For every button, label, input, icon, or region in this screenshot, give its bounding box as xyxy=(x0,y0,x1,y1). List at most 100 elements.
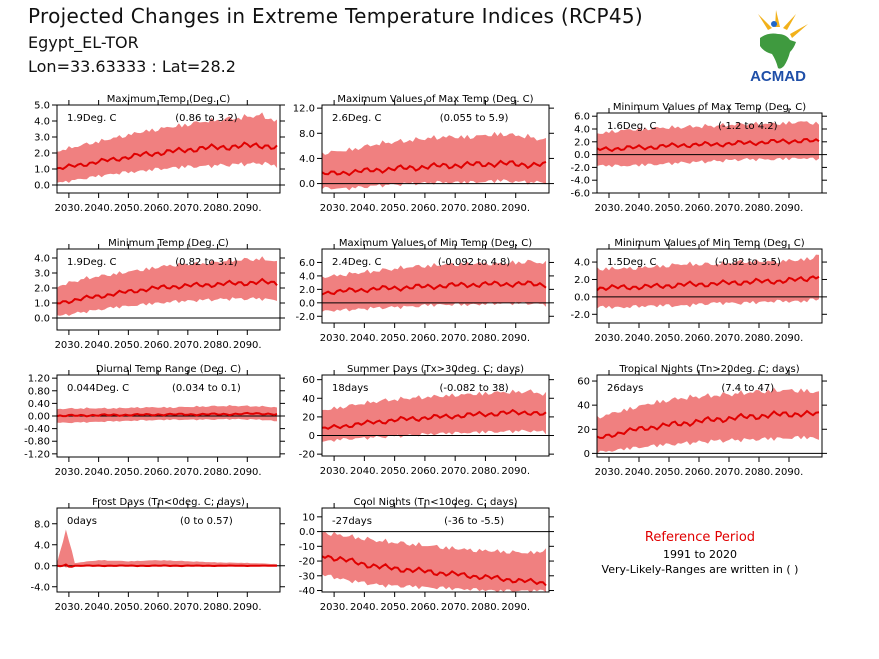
x-tick-label: 2090. xyxy=(233,340,262,351)
x-tick-label: 2060. xyxy=(411,466,440,477)
x-tick-label: 2050. xyxy=(114,340,143,351)
x-tick-label: 2070. xyxy=(441,203,470,214)
logo-text: ACMAD xyxy=(750,68,806,84)
plot-frame xyxy=(56,248,281,331)
median-line xyxy=(56,141,278,171)
x-tick-label: 2030. xyxy=(595,467,624,478)
y-tick-label: 2.0 xyxy=(299,285,315,296)
likely-range-label: (0.82 to 3.1) xyxy=(175,257,237,268)
y-tick-label: 20 xyxy=(302,412,315,423)
y-tick-label: 8.0 xyxy=(299,129,315,140)
y-tick-label: -2.0 xyxy=(570,163,590,174)
mean-change-label: 1.9Deg. C xyxy=(67,113,116,124)
y-tick-label: 40 xyxy=(577,401,590,412)
chart-panel-5: -2.0 0.0 2.0 4.0 6.0 2030. 2040. 2050. 2060. 2070… xyxy=(295,238,554,344)
mean-change-label: 2.6Deg. C xyxy=(332,113,381,124)
x-tick-label: 2090. xyxy=(233,467,262,478)
y-tick-label: 2.0 xyxy=(574,137,590,148)
y-tick-label: 3.0 xyxy=(34,133,50,144)
x-tick-label: 2090. xyxy=(501,203,530,214)
y-tick-label: 0.0 xyxy=(34,181,50,192)
x-tick-label: 2040. xyxy=(625,333,654,344)
x-tick-label: 2040. xyxy=(84,203,113,214)
likely-range-label: (-0.82 to 3.5) xyxy=(715,257,781,268)
median-line xyxy=(321,280,547,296)
y-tick-label: -40 xyxy=(299,586,315,597)
x-tick-label: 2080. xyxy=(471,602,500,613)
y-tick-label: -0.40 xyxy=(24,424,50,435)
likely-range-label: (0.034 to 0.1) xyxy=(172,383,241,394)
x-tick-label: 2090. xyxy=(233,602,262,613)
station-coordinates: Lon=33.63333 : Lat=28.2 xyxy=(28,57,236,76)
median-line xyxy=(56,563,278,568)
plot-frame xyxy=(596,248,823,324)
likely-range-label: (-0.082 to 38) xyxy=(440,383,509,394)
y-tick-label: 0.0 xyxy=(574,150,590,161)
x-tick-label: 2090. xyxy=(775,467,804,478)
x-tick-label: 2080. xyxy=(203,340,232,351)
x-tick-label: 2030. xyxy=(320,333,349,344)
plot-frame xyxy=(321,507,550,593)
africa-shape xyxy=(760,33,796,69)
y-tick-label: -20 xyxy=(299,557,315,568)
y-tick-label: 10 xyxy=(302,512,315,523)
x-tick-label: 2030. xyxy=(595,203,624,214)
x-tick-label: 2060. xyxy=(685,203,714,214)
x-tick-label: 2070. xyxy=(715,467,744,478)
mean-change-label: 0.044Deg. C xyxy=(67,383,129,394)
x-tick-label: 2080. xyxy=(203,467,232,478)
x-tick-label: 2090. xyxy=(501,602,530,613)
x-tick-label: 2040. xyxy=(84,602,113,613)
likely-range-label: (0.86 to 3.2) xyxy=(175,113,237,124)
x-tick-label: 2060. xyxy=(411,203,440,214)
uncertainty-band xyxy=(57,529,277,568)
plot-frame xyxy=(321,248,550,324)
x-tick-label: 2030. xyxy=(55,467,84,478)
x-tick-label: 2070. xyxy=(174,340,203,351)
y-tick-label: -20 xyxy=(299,450,315,461)
x-tick-label: 2090. xyxy=(775,333,804,344)
y-tick-label: -30 xyxy=(299,571,315,582)
y-tick-label: 4.0 xyxy=(299,271,315,282)
chart-title: Minimum Temp (Deg. C) xyxy=(108,238,229,249)
x-tick-label: 2050. xyxy=(114,602,143,613)
median-line xyxy=(596,409,820,439)
plot-frame xyxy=(321,374,550,457)
x-tick-label: 2030. xyxy=(320,466,349,477)
x-tick-label: 2080. xyxy=(471,466,500,477)
y-tick-label: 0.0 xyxy=(299,179,315,190)
x-tick-label: 2030. xyxy=(55,203,84,214)
y-tick-label: -1.20 xyxy=(24,449,50,460)
x-tick-label: 2070. xyxy=(174,602,203,613)
x-tick-label: 2050. xyxy=(114,467,143,478)
x-tick-label: 2030. xyxy=(55,340,84,351)
y-tick-label: 3.0 xyxy=(34,269,50,280)
reference-period-note: Very-Likely-Ranges are written in ( ) xyxy=(601,563,799,576)
chart-title: Tropical Nights (Tn>20deg. C; days) xyxy=(618,364,799,375)
uncertainty-band xyxy=(597,254,819,309)
likely-range-label: (-36 to -5.5) xyxy=(444,516,504,527)
y-tick-label: 8.0 xyxy=(34,519,50,530)
median-line xyxy=(321,554,547,587)
x-tick-label: 2080. xyxy=(471,203,500,214)
chart-panel-7: -1.20-0.80 -0.400.00 0.40 0.801.20 2030. 2040… xyxy=(24,364,285,478)
uncertainty-band xyxy=(57,112,277,183)
x-tick-label: 2050. xyxy=(380,203,409,214)
x-tick-label: 2050. xyxy=(655,203,684,214)
plot-frame xyxy=(596,112,823,194)
x-tick-label: 2080. xyxy=(471,333,500,344)
y-tick-label: 0 xyxy=(584,449,590,460)
x-tick-label: 2080. xyxy=(745,333,774,344)
y-tick-label: 0.80 xyxy=(28,386,50,397)
x-tick-label: 2040. xyxy=(84,467,113,478)
x-tick-label: 2080. xyxy=(203,203,232,214)
y-tick-label: 4.0 xyxy=(574,125,590,136)
chart-title: Minimum Values of Min Temp (Deg. C) xyxy=(614,238,804,249)
mean-change-label: 2.4Deg. C xyxy=(332,257,381,268)
x-tick-label: 2080. xyxy=(745,203,774,214)
x-tick-label: 2050. xyxy=(655,333,684,344)
x-tick-label: 2060. xyxy=(144,340,173,351)
x-tick-label: 2090. xyxy=(233,203,262,214)
